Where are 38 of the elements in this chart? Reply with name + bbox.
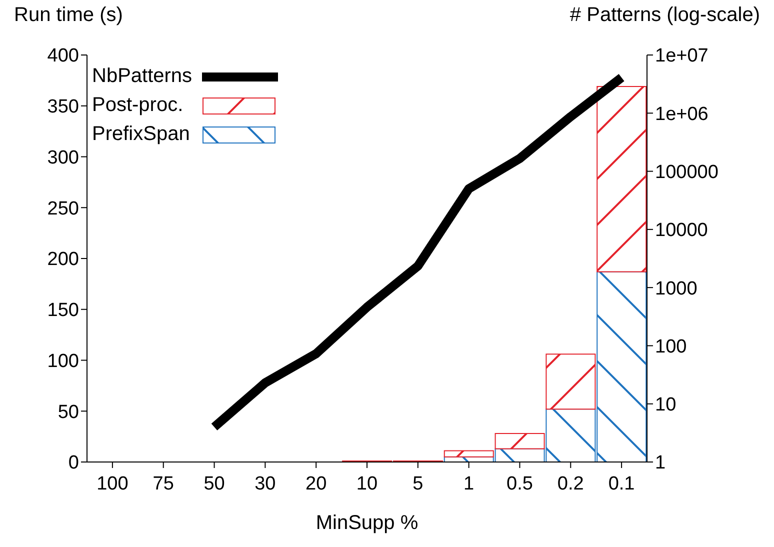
y-tick-label: 100 bbox=[47, 350, 79, 372]
y-tick-label: 350 bbox=[47, 96, 79, 118]
x-axis-title: MinSupp % bbox=[314, 512, 420, 535]
bar bbox=[494, 433, 545, 450]
legend-label: PrefixSpan bbox=[92, 123, 191, 146]
x-tick-label: 50 bbox=[204, 473, 225, 494]
y-tick-label: 50 bbox=[58, 402, 79, 423]
y2-tick-label: 1000 bbox=[655, 278, 698, 300]
y-tick-label: 200 bbox=[47, 249, 79, 270]
y-tick-label: 150 bbox=[47, 300, 79, 322]
y2-tick-label: 10 bbox=[655, 394, 676, 416]
x-tick-label: 0.2 bbox=[557, 473, 584, 494]
y2-tick-label: 100 bbox=[655, 336, 687, 358]
x-tick-label: 5 bbox=[412, 473, 424, 494]
y2-tick-label: 100000 bbox=[655, 162, 718, 184]
bar bbox=[444, 450, 494, 458]
y-tick-label: 250 bbox=[47, 198, 79, 220]
x-tick-label: 10 bbox=[356, 473, 378, 494]
y2-tick-label: 1 bbox=[655, 452, 666, 474]
y-tick-label: 400 bbox=[47, 46, 79, 67]
y2-tick-label: 1e+06 bbox=[655, 104, 708, 125]
x-tick-label: 0.5 bbox=[506, 473, 533, 494]
y2-tick-label: 1e+07 bbox=[655, 46, 708, 67]
bar bbox=[546, 354, 596, 410]
y-tick-label: 300 bbox=[47, 147, 79, 168]
x-tick-label: 75 bbox=[152, 473, 174, 494]
bar bbox=[596, 86, 647, 272]
x-tick-label: 1 bbox=[464, 473, 474, 494]
x-tick-label: 30 bbox=[254, 473, 276, 494]
y2-axis-title: # Patterns (log-scale) bbox=[570, 4, 760, 27]
x-tick-label: 0.1 bbox=[608, 473, 635, 494]
y-axis-title: Run time (s) bbox=[14, 4, 123, 27]
x-tick-label: 100 bbox=[96, 473, 128, 494]
x-tick-label: 20 bbox=[306, 473, 327, 494]
y2-tick-label: 10000 bbox=[655, 220, 708, 242]
legend-label: NbPatterns bbox=[92, 65, 194, 88]
legend-label: Post-proc. bbox=[92, 94, 184, 117]
y-tick-label: 0 bbox=[68, 452, 79, 474]
